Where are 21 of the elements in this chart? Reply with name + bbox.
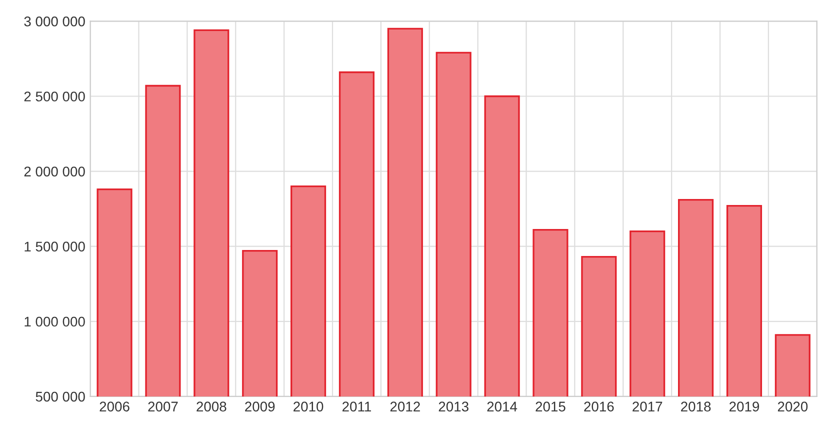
y-tick-label: 1 500 000 bbox=[24, 242, 85, 252]
x-tick-label: 2015 bbox=[536, 402, 566, 412]
x-tick-label: 2009 bbox=[245, 402, 275, 412]
x-tick-label: 2013 bbox=[438, 402, 468, 412]
y-tick-label: 500 000 bbox=[36, 392, 85, 402]
x-tick-label: 2016 bbox=[584, 402, 614, 412]
x-tick-label: 2012 bbox=[390, 402, 420, 412]
x-tick-label: 2019 bbox=[729, 402, 760, 412]
x-tick-label: 2008 bbox=[196, 402, 226, 412]
x-tick-label: 2007 bbox=[148, 402, 178, 412]
x-tick-label: 2017 bbox=[632, 402, 662, 412]
x-tick-label: 2011 bbox=[342, 402, 371, 412]
x-tick-label: 2014 bbox=[487, 402, 518, 412]
x-tick-label: 2010 bbox=[294, 402, 324, 412]
y-tick-label: 3 000 000 bbox=[24, 16, 85, 26]
x-tick-label: 2018 bbox=[681, 402, 711, 412]
y-tick-label: 2 000 000 bbox=[24, 166, 85, 176]
y-tick-label: 2 500 000 bbox=[24, 92, 85, 102]
y-tick-label: 1 000 000 bbox=[24, 316, 85, 327]
x-tick-label: 2020 bbox=[778, 402, 808, 412]
x-tick-label: 2006 bbox=[100, 402, 130, 412]
